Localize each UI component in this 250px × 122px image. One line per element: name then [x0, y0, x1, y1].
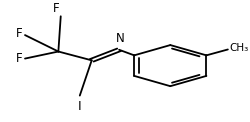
Text: CH₃: CH₃	[229, 43, 248, 53]
Text: F: F	[53, 2, 59, 15]
Text: N: N	[116, 32, 125, 45]
Text: F: F	[16, 27, 23, 40]
Text: I: I	[78, 100, 82, 113]
Text: F: F	[16, 52, 23, 65]
